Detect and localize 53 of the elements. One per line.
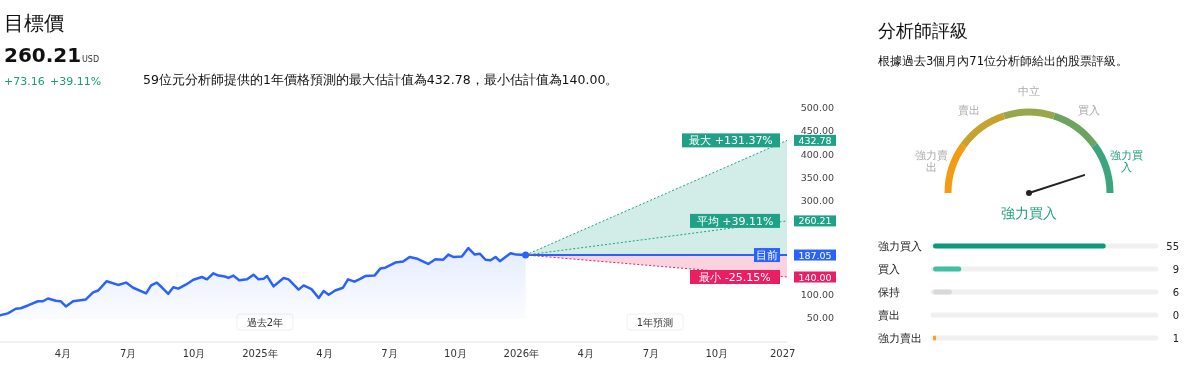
- y-tick-label: 強力賣出: [878, 332, 922, 344]
- text: 59位元分析師提供的1年價格預測的最大估計值為432.78，最小估計值為140.00。: [143, 72, 619, 87]
- x-tick-label: 2025年: [242, 348, 278, 359]
- y-tick-label: 賣出: [878, 309, 900, 321]
- data-label: 140.00: [798, 271, 832, 283]
- slice-label: 強力賣出: [915, 149, 949, 174]
- x-tick-label: 2027: [769, 348, 796, 359]
- slice-label: 賣出: [958, 104, 981, 117]
- y-tick-label: 50.00: [806, 312, 834, 323]
- legend-label: 平均 +39.11%: [696, 214, 774, 228]
- y-tick-label: 買入: [878, 263, 900, 275]
- x-tick-label: 10月: [444, 348, 467, 359]
- y-tick-label: 保持: [878, 286, 900, 298]
- slice-label: 強力買入: [1109, 149, 1143, 174]
- x-tick-label: 4月: [577, 348, 594, 359]
- text: +73.16: [4, 75, 45, 88]
- data-label: 55: [1166, 241, 1179, 252]
- text: +39.11%: [50, 75, 102, 88]
- data-label: 9: [1172, 264, 1179, 275]
- y-tick-label: 100.00: [800, 288, 834, 300]
- y-tick-label: 350.00: [800, 172, 834, 183]
- data-label: 1: [1172, 333, 1179, 344]
- x-tick-label: 4月: [316, 348, 333, 359]
- y-tick-label: 500.00: [800, 102, 834, 113]
- data-label: 0: [1172, 310, 1179, 321]
- slice-label: 買入: [1077, 104, 1100, 117]
- chart-subtitle: 根據過去3個月內71位分析師給出的股票評級。: [878, 54, 1128, 68]
- data-label: 187.05: [798, 249, 832, 261]
- data-label: 6: [1172, 287, 1179, 298]
- data-label: 432.78: [798, 134, 832, 146]
- x-tick-label: 10月: [182, 348, 206, 359]
- text: USD: [82, 55, 100, 64]
- legend-label: 目前: [756, 249, 778, 263]
- text: 260.21: [4, 43, 82, 67]
- x-tick-label: 10月: [705, 348, 729, 359]
- text: 強力買入: [1001, 205, 1057, 221]
- x-tick-label: 4月: [54, 348, 72, 359]
- y-tick-label: 300.00: [800, 195, 834, 207]
- y-tick-label: 強力買入: [878, 240, 922, 252]
- annotation: 1年預測: [636, 317, 674, 328]
- x-tick-label: 7月: [642, 348, 660, 359]
- annotation: 過去2年: [246, 317, 284, 328]
- x-tick-label: 7月: [120, 348, 137, 359]
- y-tick-label: 400.00: [800, 148, 834, 160]
- data-label: 260.21: [798, 215, 832, 227]
- x-tick-label: 2026年: [503, 348, 540, 359]
- chart-title: 分析師評級: [878, 20, 968, 41]
- title: 目標價: [4, 11, 64, 35]
- legend-label: 最大 +131.37%: [689, 134, 773, 148]
- y-tick-label: 450.00: [800, 125, 834, 137]
- legend-label: 最小 -25.15%: [699, 271, 771, 284]
- slice-label: 中立: [1018, 85, 1040, 97]
- x-tick-label: 7月: [381, 348, 398, 359]
